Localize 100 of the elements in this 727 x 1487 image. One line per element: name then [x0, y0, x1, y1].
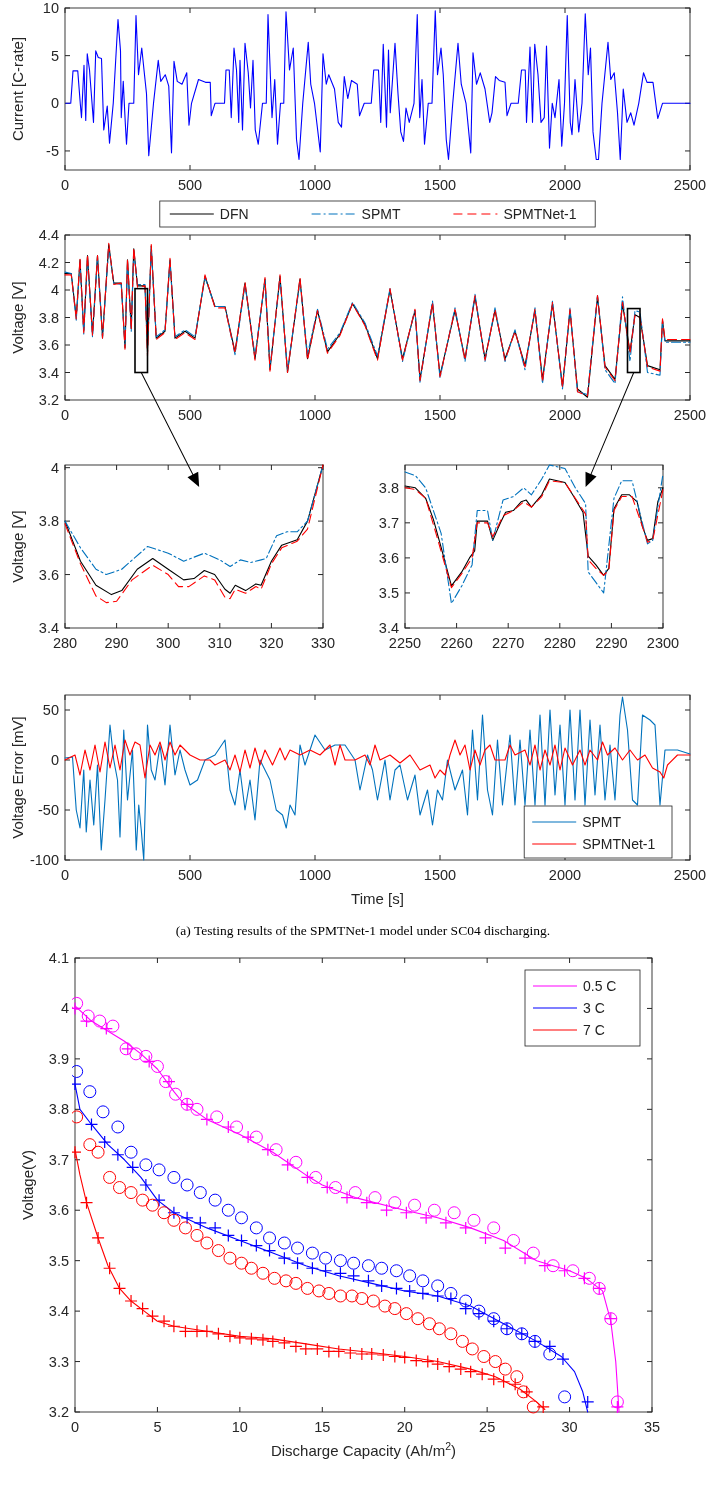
point [235, 1256, 249, 1270]
legend-label: 0.5 C [583, 978, 617, 994]
point [378, 1299, 392, 1313]
point [241, 1130, 255, 1144]
point [556, 1352, 570, 1366]
point [142, 1054, 156, 1069]
point [361, 1274, 376, 1288]
point [582, 1271, 596, 1285]
point [152, 1163, 166, 1177]
point [256, 1333, 270, 1347]
y-tick-label: 3.4 [38, 620, 59, 636]
point [422, 1317, 436, 1331]
point [375, 1261, 389, 1275]
x-tick-label: 500 [177, 177, 203, 193]
point [487, 1221, 501, 1235]
point [444, 1286, 458, 1300]
x-tick-label: 300 [156, 635, 181, 651]
point [262, 1243, 277, 1258]
point [343, 1346, 357, 1360]
point [249, 1130, 263, 1144]
point [459, 1301, 473, 1316]
point [234, 1233, 249, 1248]
point [389, 1264, 403, 1278]
point [577, 1271, 592, 1285]
x-tick-label: 30 [561, 1419, 578, 1435]
point [305, 1261, 319, 1275]
point [332, 1344, 346, 1359]
x-tick-label: 1000 [298, 867, 332, 883]
point [91, 1231, 105, 1245]
point [84, 1117, 99, 1132]
point [169, 1087, 183, 1101]
point [235, 1211, 249, 1225]
y-tick-label: 3.9 [48, 1050, 69, 1067]
y-tick-label: 10 [42, 0, 59, 16]
point [289, 1339, 303, 1354]
x-tick-label: 280 [52, 635, 78, 651]
x-tick-label: 1000 [298, 177, 332, 193]
point [221, 1120, 235, 1134]
point [322, 1286, 336, 1300]
point [178, 1221, 192, 1235]
point [139, 1049, 153, 1063]
x-tick-label: 2000 [548, 407, 582, 423]
y-tick-label: 3.8 [48, 1101, 69, 1118]
point [289, 1155, 303, 1169]
y-axis-title: Voltage Error [mV] [9, 716, 26, 839]
point [83, 1138, 97, 1152]
point [289, 1276, 303, 1290]
point [279, 1274, 293, 1288]
point [221, 1228, 235, 1243]
point [376, 1348, 390, 1362]
point [464, 1365, 478, 1379]
point [388, 1302, 402, 1316]
point [310, 1342, 324, 1356]
y-tick-label: 3.5 [48, 1252, 69, 1269]
point [211, 1244, 225, 1258]
x-axis-title: Time [s] [351, 890, 404, 907]
point [399, 1307, 413, 1321]
point [267, 1271, 281, 1285]
y-tick-label: 3.6 [378, 549, 399, 566]
x-tick-label: 1000 [298, 407, 332, 423]
point [328, 1181, 342, 1195]
point [221, 1203, 235, 1217]
x-tick-label: 0 [70, 1419, 80, 1435]
point [345, 1289, 359, 1303]
y-tick-label: 3.8 [38, 513, 59, 530]
point [281, 1158, 295, 1172]
x-axis-title: Discharge Capacity (Ah/m$^{2}$) [270, 1440, 457, 1459]
point [157, 1206, 171, 1220]
point [340, 1191, 354, 1205]
point [409, 1353, 423, 1368]
point [126, 1160, 140, 1174]
point [309, 1170, 323, 1184]
point [375, 1279, 389, 1293]
point [79, 1196, 94, 1210]
point [454, 1362, 468, 1376]
point [152, 1193, 166, 1207]
point [193, 1216, 207, 1230]
point [145, 1309, 160, 1323]
x-tick-label: 20 [396, 1419, 413, 1435]
y-tick-label: 50 [42, 702, 59, 718]
point [399, 1206, 413, 1220]
point [244, 1332, 258, 1346]
point [546, 1259, 560, 1273]
y-tick-label: -100 [29, 852, 59, 868]
point [360, 1196, 374, 1210]
point [233, 1331, 247, 1345]
point [478, 1231, 493, 1245]
y-tick-label: 3.6 [38, 337, 59, 353]
x-tick-label: 25 [479, 1419, 496, 1435]
point [442, 1360, 456, 1374]
point [113, 1181, 127, 1195]
point [416, 1286, 430, 1301]
point [475, 1367, 489, 1381]
point [249, 1221, 263, 1235]
y-tick-label: 4.4 [38, 227, 59, 243]
point [79, 1014, 94, 1028]
point [411, 1312, 425, 1326]
point [520, 1385, 534, 1399]
point [581, 1395, 595, 1409]
y-axis-title: Voltage(V) [19, 1149, 36, 1221]
